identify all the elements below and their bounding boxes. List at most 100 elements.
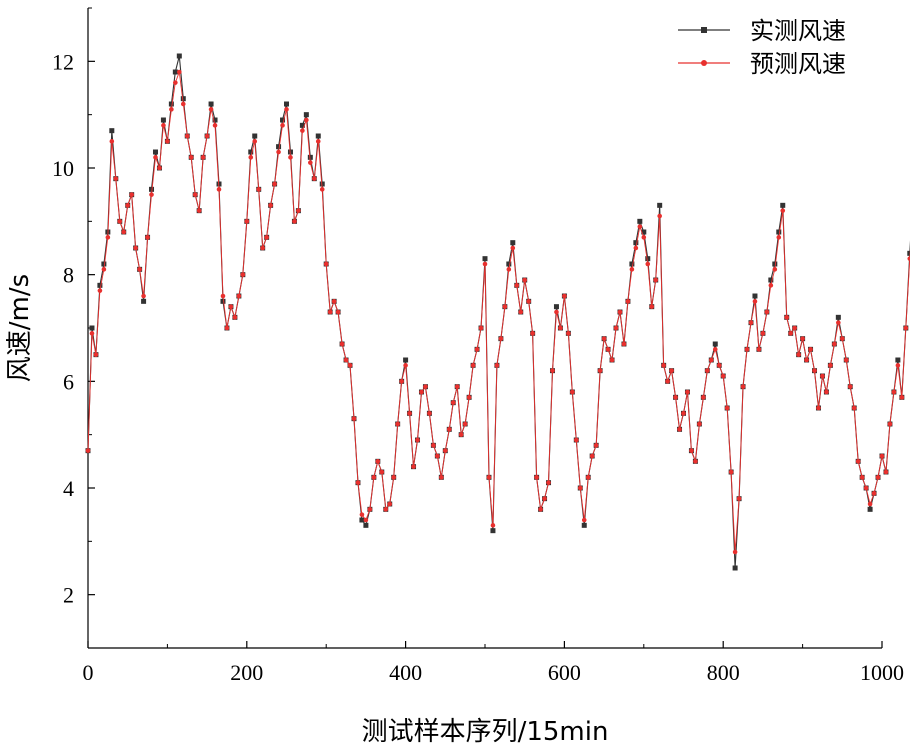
data-point [657, 202, 663, 208]
data-point [427, 411, 432, 416]
data-point [832, 341, 837, 347]
data-point [665, 379, 670, 384]
data-point [93, 352, 99, 357]
data-point [482, 256, 488, 262]
data-point [149, 186, 155, 192]
data-point [836, 320, 841, 325]
data-point [315, 139, 321, 144]
data-point [645, 261, 651, 267]
data-point [899, 395, 905, 400]
data-point [264, 235, 269, 240]
data-point [308, 160, 313, 165]
data-point [216, 187, 222, 192]
data-point [292, 219, 297, 224]
x-tick-label: 600 [548, 660, 581, 685]
data-point [756, 347, 762, 352]
data-point [693, 459, 698, 464]
data-point [173, 80, 178, 85]
data-point [542, 496, 547, 501]
data-point [212, 123, 218, 128]
data-point [260, 245, 265, 251]
data-point [439, 475, 444, 480]
plot-area: 0 200 400 600 800 1000 2 4 6 8 10 12 [52, 7, 910, 685]
data-point [649, 304, 655, 309]
data-point [101, 267, 107, 272]
data-point [403, 357, 409, 363]
data-point [871, 491, 877, 496]
data-point [514, 283, 520, 288]
data-point [335, 309, 341, 315]
data-point [538, 507, 543, 512]
data-point [97, 288, 103, 293]
data-point [97, 282, 103, 288]
legend-marker-measured [701, 27, 707, 33]
data-point [780, 202, 786, 208]
data-point [891, 389, 897, 395]
data-point [601, 336, 607, 341]
data-point [534, 475, 539, 480]
data-point [740, 384, 746, 389]
data-point [478, 325, 484, 331]
data-point [117, 219, 123, 224]
data-point [101, 261, 107, 267]
data-point [307, 154, 313, 160]
data-point [339, 341, 345, 347]
data-point [184, 133, 190, 139]
data-point [288, 155, 293, 160]
data-point [550, 368, 555, 373]
data-point [657, 213, 662, 219]
data-point [677, 427, 682, 432]
y-tick-label: 4 [63, 476, 74, 501]
data-point [299, 122, 305, 128]
axis-ticks: 0 200 400 600 800 1000 2 4 6 8 10 12 [52, 7, 904, 685]
data-point [113, 176, 119, 181]
data-point [300, 128, 305, 133]
data-point [736, 496, 742, 501]
data-point [689, 448, 694, 453]
data-point [176, 53, 182, 59]
data-point [625, 299, 631, 304]
data-point [172, 69, 178, 75]
data-point [816, 405, 821, 411]
data-point [161, 123, 166, 128]
data-point [574, 437, 579, 443]
data-point [645, 256, 651, 262]
data-point [399, 379, 404, 384]
legend-label-measured: 实测风速 [750, 17, 846, 45]
data-point [863, 485, 869, 491]
data-point [236, 293, 242, 299]
data-point [748, 320, 754, 325]
data-point [446, 427, 452, 432]
data-point [272, 181, 277, 187]
data-point [470, 363, 476, 368]
data-point [502, 304, 508, 309]
data-point [351, 416, 357, 421]
data-point [903, 325, 909, 331]
data-point [760, 331, 766, 336]
data-point [764, 309, 770, 315]
data-point [851, 405, 857, 411]
series-line [87, 71, 910, 553]
series-predicted [85, 69, 910, 555]
data-point [152, 149, 158, 155]
data-point [772, 267, 778, 272]
data-point [581, 517, 587, 523]
data-point [554, 309, 559, 315]
data-point [796, 352, 801, 357]
data-point [772, 261, 778, 267]
data-point [248, 149, 254, 155]
x-axis-title: 测试样本序列/15min [362, 717, 609, 747]
data-point [824, 389, 829, 395]
data-point [792, 325, 797, 331]
data-point [843, 357, 849, 363]
data-point [395, 421, 400, 427]
data-point [327, 309, 333, 315]
data-point [673, 395, 678, 400]
data-point [859, 475, 865, 480]
data-point [403, 363, 408, 368]
legend-entry-measured: 实测风速 [678, 17, 846, 45]
data-point [752, 299, 758, 304]
data-point [145, 235, 150, 240]
data-point [669, 368, 674, 373]
data-point [244, 219, 250, 224]
